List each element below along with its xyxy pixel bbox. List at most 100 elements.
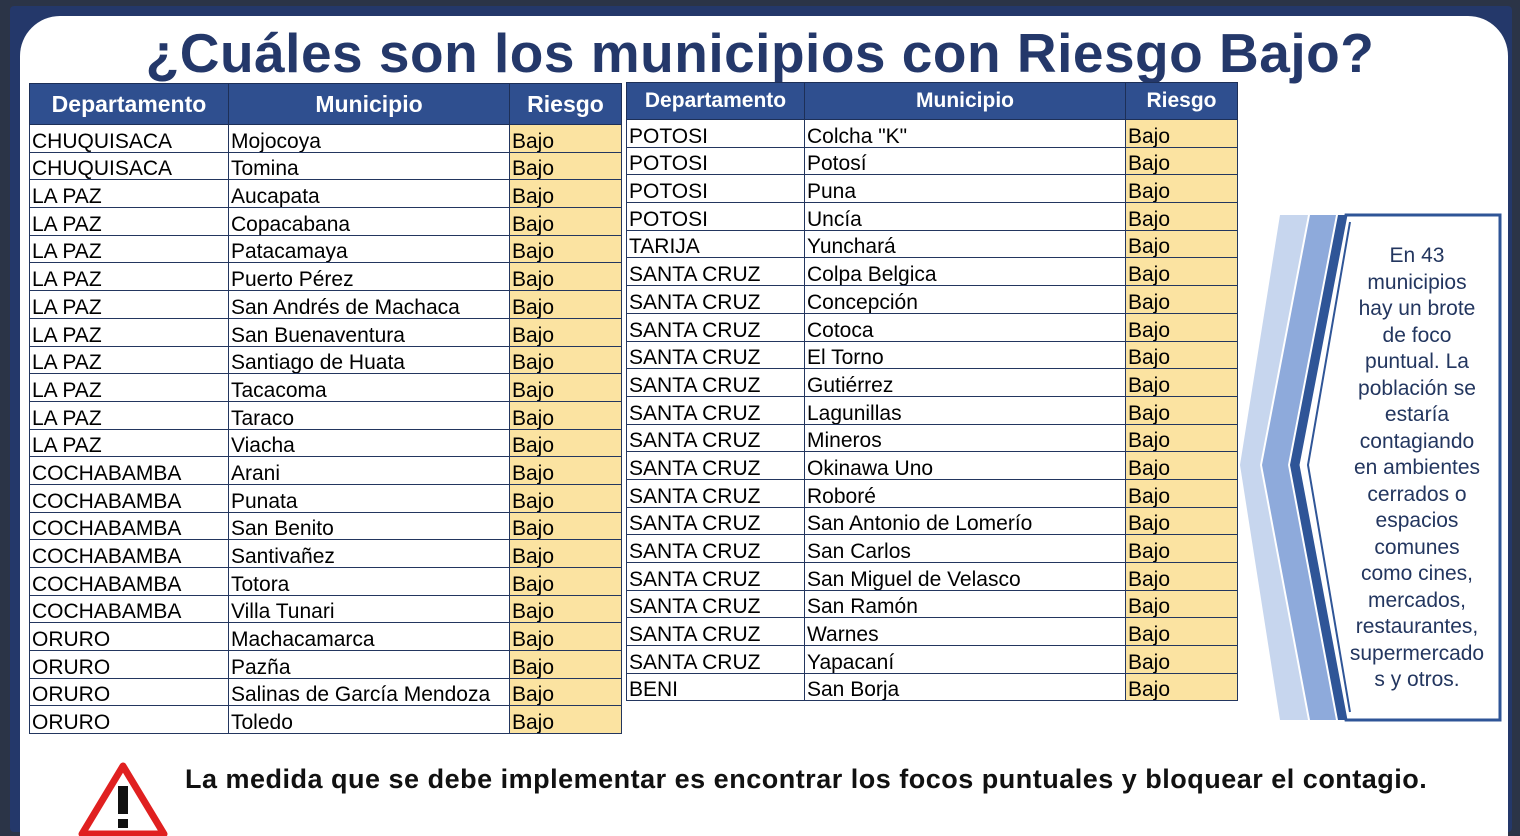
table-row: LA PAZ Puerto Pérez Bajo bbox=[29, 262, 622, 292]
cell-departamento: SANTA CRUZ bbox=[626, 589, 805, 619]
cell-riesgo: Bajo bbox=[509, 567, 622, 596]
table-row: LA PAZ San Andrés de Machaca Bajo bbox=[29, 290, 622, 319]
cell-riesgo: Bajo bbox=[509, 151, 622, 181]
cell-municipio: Pazña bbox=[228, 650, 510, 679]
cell-municipio: San Borja bbox=[804, 672, 1126, 702]
cell-municipio: Santiago de Huata bbox=[228, 345, 510, 375]
header-municipio: Municipio bbox=[228, 83, 510, 125]
cell-municipio: Warnes bbox=[804, 617, 1126, 647]
cell-departamento: LA PAZ bbox=[29, 179, 229, 209]
table-row: LA PAZ Copacabana Bajo bbox=[29, 207, 622, 236]
table-row: COCHABAMBA Santivañez Bajo bbox=[29, 539, 622, 568]
cell-departamento: LA PAZ bbox=[29, 400, 229, 430]
cell-riesgo: Bajo bbox=[509, 345, 622, 375]
cell-riesgo: Bajo bbox=[1125, 229, 1238, 259]
cell-departamento: COCHABAMBA bbox=[29, 456, 229, 485]
cell-departamento: COCHABAMBA bbox=[29, 567, 229, 596]
cell-riesgo: Bajo bbox=[509, 539, 622, 568]
note-line: supermercado bbox=[1349, 641, 1485, 665]
cell-municipio: Arani bbox=[228, 456, 510, 485]
cell-municipio: Gutiérrez bbox=[804, 368, 1126, 397]
cell-departamento: SANTA CRUZ bbox=[626, 423, 805, 453]
header-departamento: Departamento bbox=[626, 82, 805, 120]
note-line: espacios bbox=[1375, 509, 1459, 532]
cell-riesgo: Bajo bbox=[509, 456, 622, 485]
cell-departamento: SANTA CRUZ bbox=[626, 312, 805, 342]
cell-municipio: Potosí bbox=[804, 146, 1126, 176]
cell-riesgo: Bajo bbox=[509, 677, 622, 707]
table-row: SANTA CRUZ Warnes Bajo bbox=[626, 617, 1238, 647]
cell-departamento: SANTA CRUZ bbox=[626, 534, 805, 563]
cell-riesgo: Bajo bbox=[509, 262, 622, 292]
table-row: POTOSI Potosí Bajo bbox=[626, 146, 1238, 176]
cell-departamento: POTOSI bbox=[626, 174, 805, 204]
note-line: de foco bbox=[1382, 323, 1452, 347]
cell-departamento: LA PAZ bbox=[29, 290, 229, 319]
cell-municipio: San Andrés de Machaca bbox=[228, 290, 510, 319]
table-row: SANTA CRUZ San Antonio de Lomerío Bajo bbox=[626, 506, 1238, 536]
cell-departamento: POTOSI bbox=[626, 119, 805, 148]
chevron-arrows-icon bbox=[1240, 213, 1502, 722]
cell-departamento: LA PAZ bbox=[29, 345, 229, 375]
note-line: como cines, bbox=[1360, 562, 1474, 585]
cell-municipio: Yapacaní bbox=[804, 645, 1126, 674]
note-line: puntual. La bbox=[1365, 350, 1469, 373]
table-row: COCHABAMBA Arani Bajo bbox=[29, 456, 622, 485]
cell-departamento: POTOSI bbox=[626, 202, 805, 231]
cell-municipio: Toledo bbox=[228, 705, 510, 735]
cell-riesgo: Bajo bbox=[1125, 174, 1238, 204]
table-row: SANTA CRUZ San Carlos Bajo bbox=[626, 534, 1238, 563]
table-row: TARIJA Yunchará Bajo bbox=[626, 229, 1238, 259]
cell-riesgo: Bajo bbox=[509, 400, 622, 430]
note-line: mercados, bbox=[1367, 588, 1467, 612]
table-row: SANTA CRUZ Yapacaní Bajo bbox=[626, 645, 1238, 674]
cell-municipio: Mojocoya bbox=[228, 124, 510, 153]
note-line: municipios bbox=[1367, 270, 1467, 294]
municipalities-table-left: Departamento Municipio Riesgo CHUQUISACA Mo… bbox=[29, 83, 622, 735]
cell-municipio: Villa Tunari bbox=[228, 594, 510, 624]
cell-riesgo: Bajo bbox=[1125, 312, 1238, 342]
cell-departamento: LA PAZ bbox=[29, 207, 229, 236]
cell-municipio: Aucapata bbox=[228, 179, 510, 209]
cell-departamento: SANTA CRUZ bbox=[626, 562, 805, 591]
cell-municipio: San Miguel de Velasco bbox=[804, 562, 1126, 591]
cell-riesgo: Bajo bbox=[1125, 368, 1238, 397]
cell-municipio: Lagunillas bbox=[804, 395, 1126, 425]
cell-municipio: Puna bbox=[804, 174, 1126, 204]
cell-municipio: San Antonio de Lomerío bbox=[804, 506, 1126, 536]
table-row: COCHABAMBA Villa Tunari Bajo bbox=[29, 594, 622, 624]
cell-municipio: Tomina bbox=[228, 151, 510, 181]
cell-municipio: Patacamaya bbox=[228, 234, 510, 264]
table-row: COCHABAMBA Totora Bajo bbox=[29, 567, 622, 596]
cell-municipio: Concepción bbox=[804, 285, 1126, 314]
table-row: SANTA CRUZ El Torno Bajo bbox=[626, 340, 1238, 370]
cell-riesgo: Bajo bbox=[1125, 562, 1238, 591]
table-row: SANTA CRUZ Cotoca Bajo bbox=[626, 312, 1238, 342]
cell-municipio: Uncía bbox=[804, 202, 1126, 231]
cell-municipio: Punata bbox=[228, 483, 510, 513]
cell-departamento: SANTA CRUZ bbox=[626, 395, 805, 425]
table-row: SANTA CRUZ Lagunillas Bajo bbox=[626, 395, 1238, 425]
table-row: ORURO Machacamarca Bajo bbox=[29, 622, 622, 652]
cell-municipio: Cotoca bbox=[804, 312, 1126, 342]
table-row: LA PAZ Tacacoma Bajo bbox=[29, 373, 622, 402]
note-line: s y otros. bbox=[1374, 668, 1460, 691]
cell-departamento: CHUQUISACA bbox=[29, 151, 229, 181]
cell-riesgo: Bajo bbox=[1125, 672, 1238, 702]
cell-departamento: ORURO bbox=[29, 650, 229, 679]
cell-riesgo: Bajo bbox=[509, 594, 622, 624]
note-line: en ambientes bbox=[1353, 456, 1481, 479]
table-row: SANTA CRUZ Okinawa Uno Bajo bbox=[626, 451, 1238, 480]
warning-triangle-icon bbox=[78, 762, 168, 836]
cell-departamento: CHUQUISACA bbox=[29, 124, 229, 153]
table-header-row: Departamento Municipio Riesgo bbox=[626, 82, 1238, 120]
cell-departamento: SANTA CRUZ bbox=[626, 478, 805, 508]
municipalities-table-right: Departamento Municipio Riesgo POTOSI Colcha… bbox=[626, 82, 1238, 702]
cell-municipio: San Benito bbox=[228, 511, 510, 541]
cell-departamento: COCHABAMBA bbox=[29, 594, 229, 624]
table-row: ORURO Toledo Bajo bbox=[29, 705, 622, 735]
cell-departamento: COCHABAMBA bbox=[29, 483, 229, 513]
cell-riesgo: Bajo bbox=[509, 373, 622, 402]
cell-riesgo: Bajo bbox=[1125, 645, 1238, 674]
cell-riesgo: Bajo bbox=[1125, 506, 1238, 536]
